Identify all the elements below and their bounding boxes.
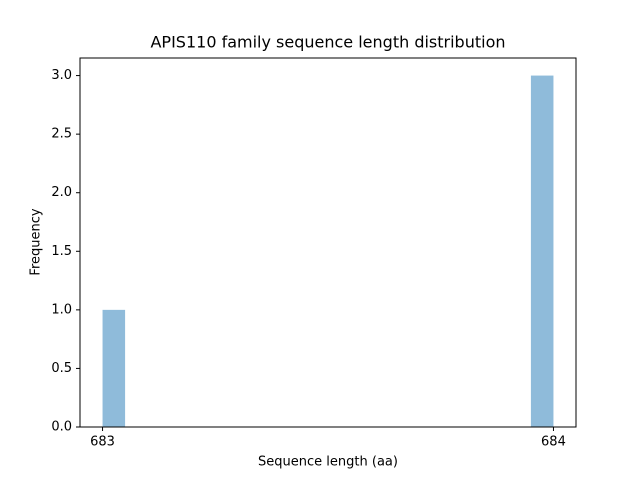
bar (102, 309, 126, 427)
y-tick-label: 0.0 (51, 420, 72, 435)
plot-frame (79, 57, 577, 428)
y-tick-label: 1.0 (51, 302, 72, 317)
y-tick-label: 2.0 (51, 185, 72, 200)
y-tick-label: 2.5 (51, 127, 72, 142)
chart-title: APIS110 family sequence length distribut… (150, 33, 505, 52)
x-axis-label: Sequence length (aa) (258, 455, 398, 470)
y-axis-label: Frequency (29, 208, 44, 275)
y-tick-label: 3.0 (51, 68, 72, 83)
y-tick-label: 0.5 (51, 361, 72, 376)
x-tick-label: 684 (541, 435, 566, 450)
y-tick-label: 1.5 (51, 244, 72, 259)
x-tick-label: 683 (90, 435, 115, 450)
bar (530, 75, 554, 428)
